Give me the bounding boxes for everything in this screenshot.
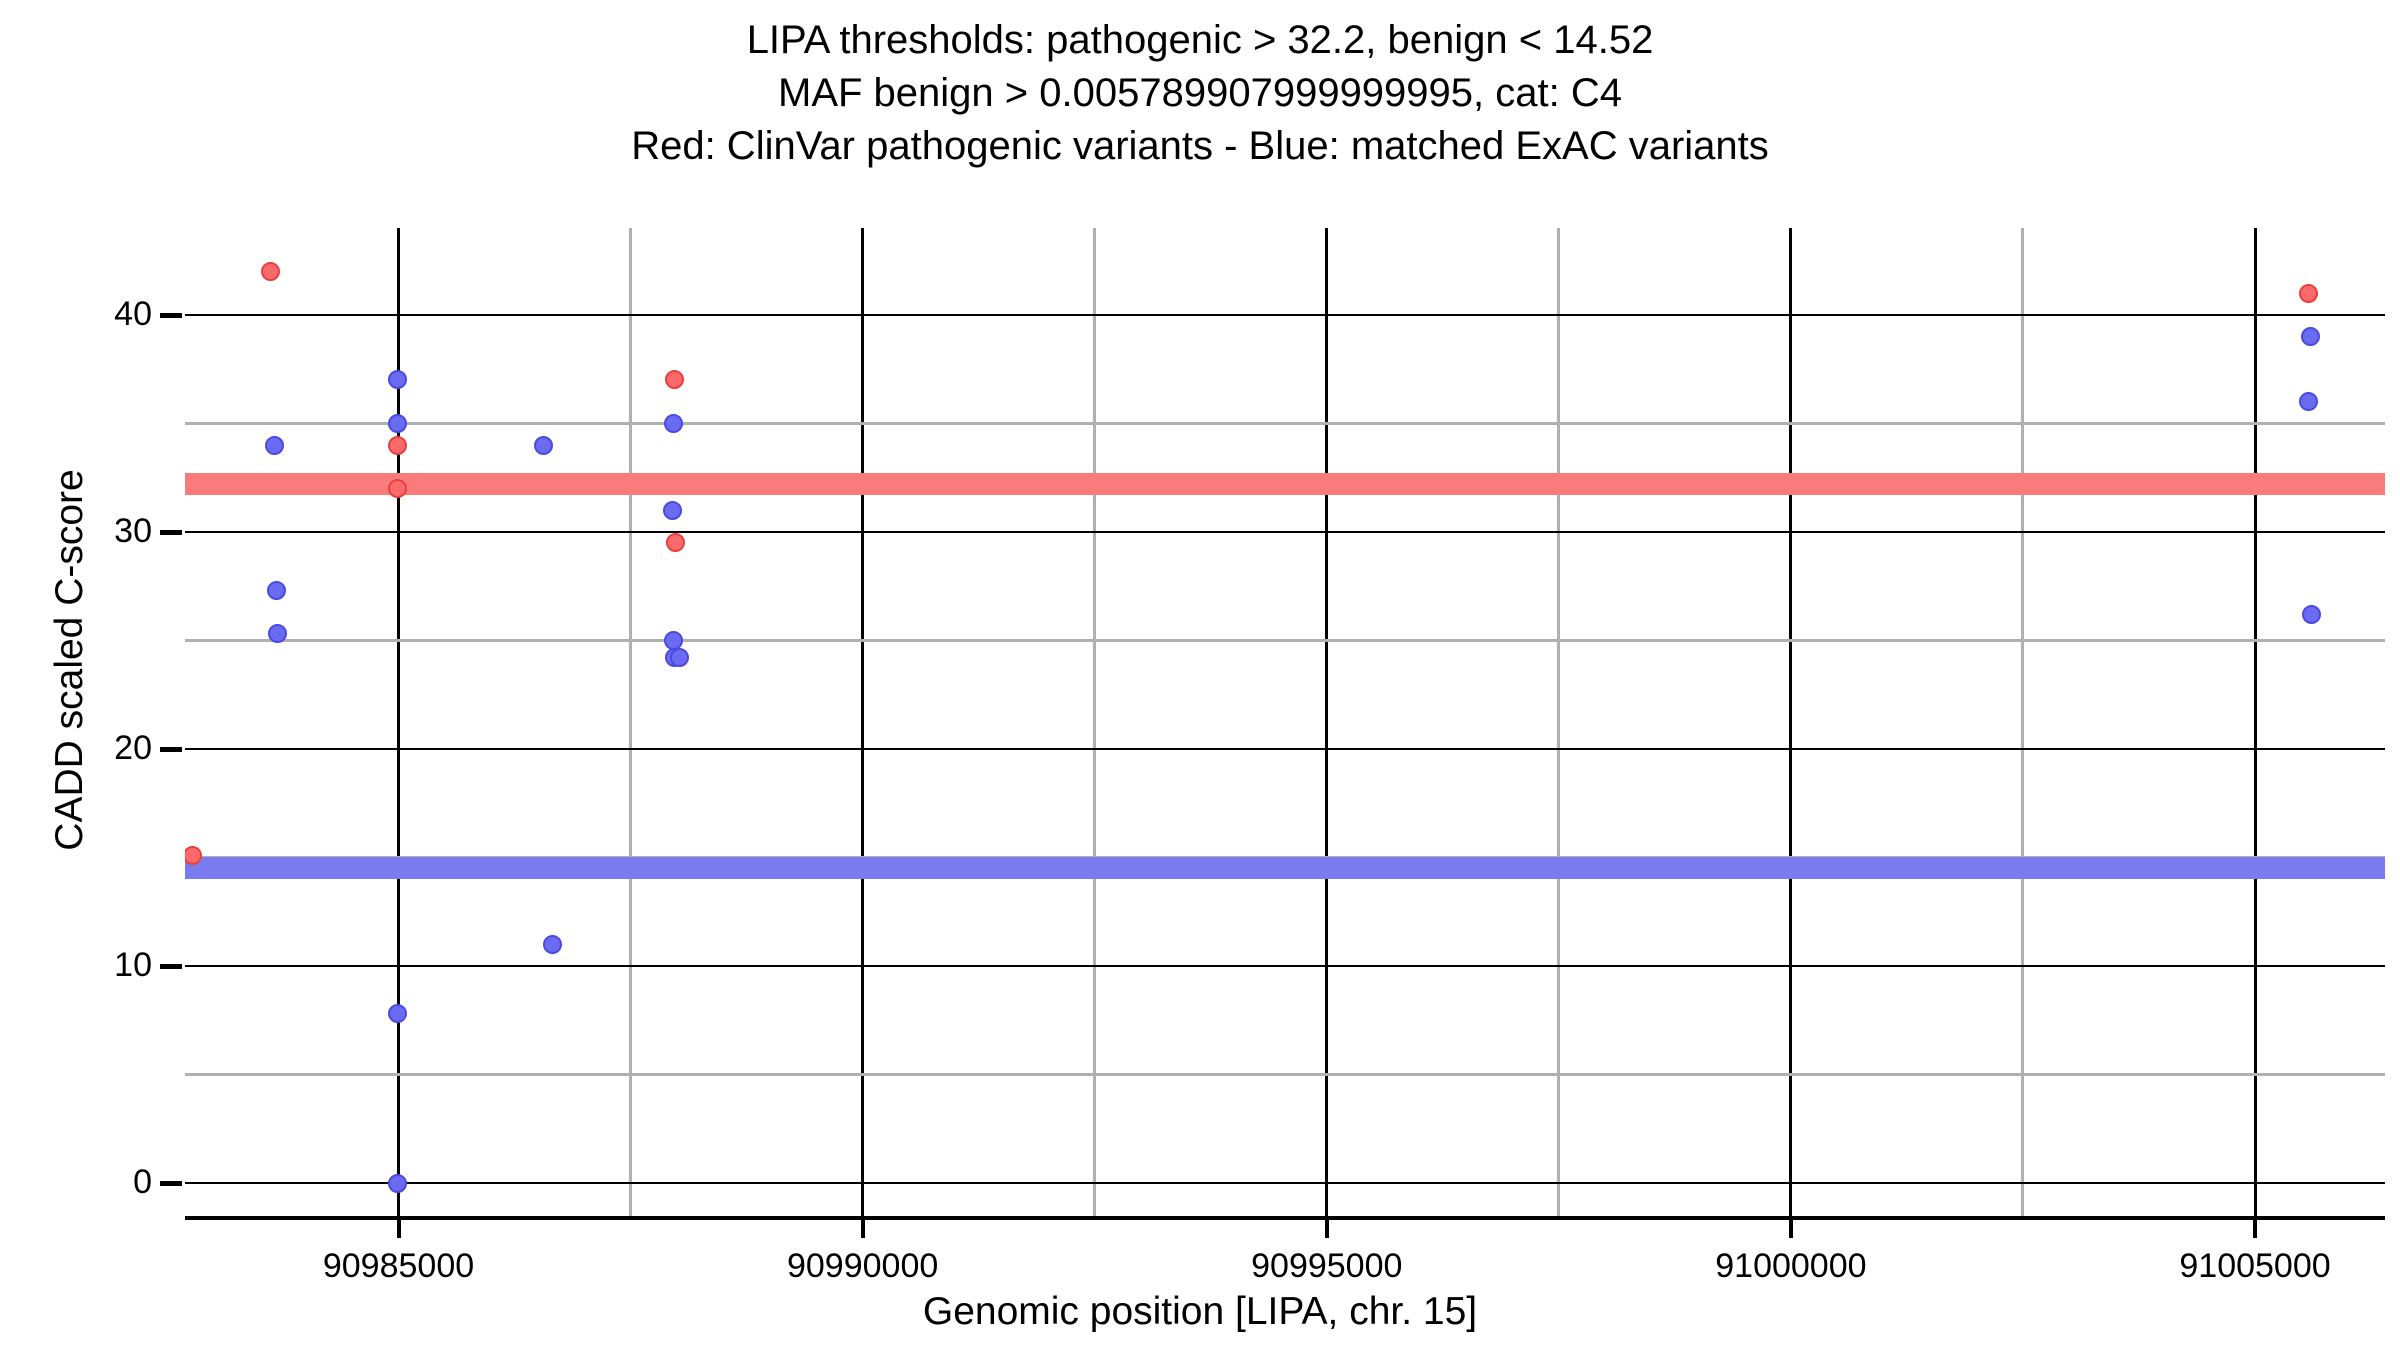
data-point-blue bbox=[388, 1173, 408, 1193]
x-major-gridline bbox=[861, 228, 865, 1218]
y-major-gridline bbox=[185, 748, 2385, 751]
x-major-gridline bbox=[1789, 228, 1793, 1218]
data-point-blue bbox=[533, 435, 553, 455]
data-point-red bbox=[665, 533, 685, 553]
data-point-red bbox=[664, 370, 684, 390]
data-point-blue bbox=[2301, 327, 2321, 347]
data-point-blue bbox=[264, 435, 284, 455]
y-tick-label: 10 bbox=[114, 946, 152, 985]
data-point-blue bbox=[663, 631, 683, 650]
chart-title: LIPA thresholds: pathogenic > 32.2, beni… bbox=[0, 14, 2400, 173]
data-point-blue bbox=[268, 624, 288, 644]
x-axis-line bbox=[185, 1216, 2385, 1220]
threshold-line-benign bbox=[185, 857, 2385, 880]
data-point-blue bbox=[2299, 392, 2319, 412]
x-minor-gridline bbox=[629, 228, 633, 1218]
x-tick-label: 90985000 bbox=[322, 1247, 475, 1285]
x-tick-label: 91000000 bbox=[1715, 1247, 1867, 1285]
y-minor-gridline bbox=[185, 639, 2385, 642]
x-tick-label: 90995000 bbox=[1251, 1247, 1403, 1285]
data-point-red bbox=[260, 261, 280, 281]
x-tick-mark bbox=[860, 1218, 865, 1238]
x-tick-mark bbox=[1324, 1218, 1329, 1238]
threshold-line-pathogenic bbox=[185, 473, 2385, 496]
x-tick-mark bbox=[396, 1218, 401, 1238]
y-minor-gridline bbox=[185, 421, 2385, 425]
y-tick-mark bbox=[160, 312, 182, 318]
x-tick-mark bbox=[2253, 1218, 2258, 1238]
y-tick-mark bbox=[160, 747, 182, 753]
y-tick-label: 0 bbox=[133, 1163, 152, 1202]
data-point-blue bbox=[388, 1004, 408, 1024]
y-tick-label: 40 bbox=[114, 294, 152, 333]
data-point-red bbox=[2299, 283, 2319, 303]
data-point-blue bbox=[267, 581, 287, 601]
x-major-gridline bbox=[1325, 228, 1329, 1218]
y-minor-gridline bbox=[185, 1073, 2385, 1077]
y-tick-label: 30 bbox=[114, 511, 152, 550]
x-minor-gridline bbox=[2021, 228, 2025, 1218]
y-major-gridline bbox=[185, 313, 2385, 316]
x-major-gridline bbox=[397, 228, 400, 1218]
x-tick-label: 91005000 bbox=[2179, 1247, 2331, 1285]
plot-area bbox=[185, 228, 2385, 1218]
data-point-blue bbox=[663, 500, 683, 520]
data-point-blue bbox=[670, 648, 690, 668]
data-point-blue bbox=[387, 413, 407, 433]
plot-clip bbox=[185, 228, 2385, 1218]
y-tick-label: 20 bbox=[114, 729, 152, 768]
x-minor-gridline bbox=[1557, 228, 1561, 1218]
data-point-blue bbox=[663, 413, 683, 433]
y-tick-mark bbox=[160, 964, 182, 970]
x-tick-mark bbox=[1788, 1218, 1793, 1238]
data-point-red bbox=[388, 479, 408, 499]
y-tick-mark bbox=[160, 529, 182, 535]
y-major-gridline bbox=[185, 530, 2385, 533]
x-major-gridline bbox=[2253, 228, 2257, 1218]
data-point-blue bbox=[543, 934, 563, 954]
data-point-blue bbox=[388, 370, 408, 390]
x-minor-gridline bbox=[1093, 228, 1097, 1218]
x-axis-label: Genomic position [LIPA, chr. 15] bbox=[922, 1290, 1478, 1333]
chart-title-line-3: Red: ClinVar pathogenic variants - Blue:… bbox=[631, 124, 1769, 168]
x-tick-label: 90990000 bbox=[786, 1247, 939, 1285]
y-tick-mark bbox=[160, 1181, 182, 1187]
chart-title-line-2: MAF benign > 0.005789907999999995, cat: … bbox=[778, 71, 1622, 115]
data-point-blue bbox=[2302, 604, 2322, 624]
data-point-red bbox=[185, 845, 202, 865]
chart-title-line-1: LIPA thresholds: pathogenic > 32.2, beni… bbox=[746, 18, 1654, 62]
y-major-gridline bbox=[185, 965, 2385, 968]
data-point-red bbox=[387, 435, 407, 455]
y-axis-label: CADD scaled C-score bbox=[48, 469, 91, 851]
y-major-gridline bbox=[185, 1182, 2385, 1185]
